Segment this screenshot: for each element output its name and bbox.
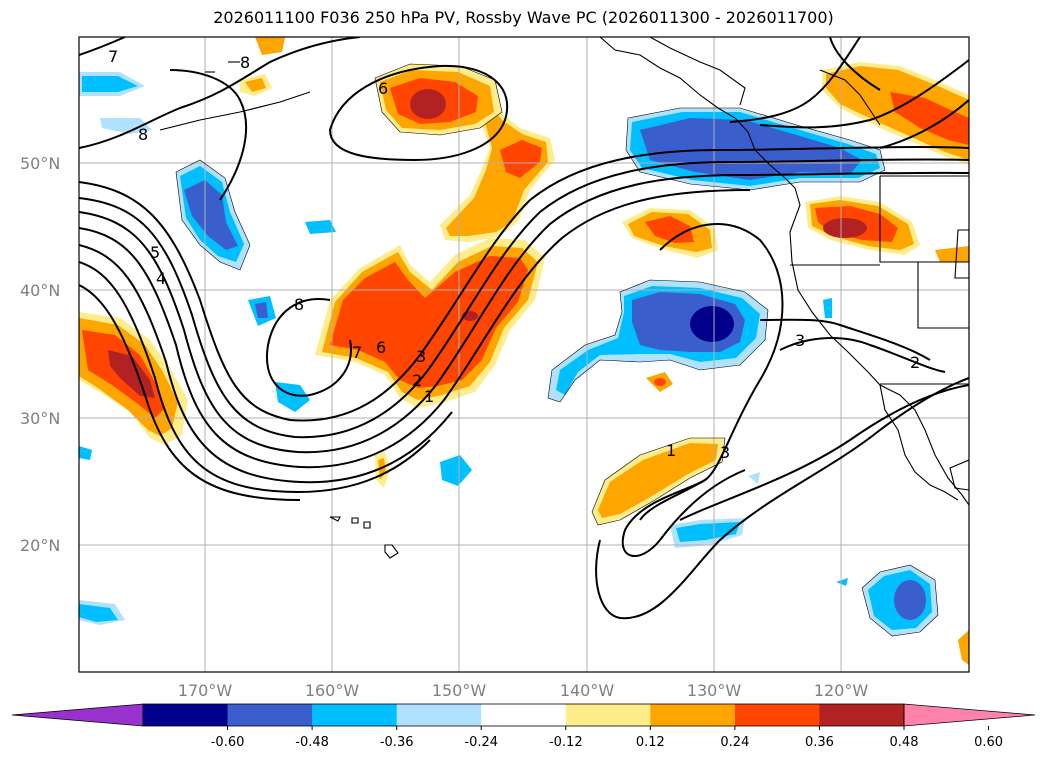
contour-label: 6: [376, 338, 386, 357]
colorbar-segment: [734, 704, 820, 726]
colorbar-tick-label: 0.60: [974, 735, 1003, 750]
colorbar-segment: [650, 704, 736, 726]
colorbar-segment: [396, 704, 482, 726]
lon-label: 150°W: [432, 681, 487, 700]
colorbar-segment: [481, 704, 567, 726]
lon-label: 140°W: [560, 681, 615, 700]
contour-label: 7: [108, 47, 118, 66]
contour-label: 3: [416, 347, 426, 366]
contour-label: 6: [378, 79, 388, 98]
contour-label: 8: [294, 295, 304, 314]
lon-label: 160°W: [305, 681, 360, 700]
lat-label: 50°N: [20, 154, 60, 173]
contour-label: 4: [156, 269, 166, 288]
colorbar-tick-label: 0.12: [636, 735, 665, 750]
colorbar-segment: [312, 704, 398, 726]
colorbar-outline: [142, 703, 905, 727]
latitude-labels: 50°N 40°N 30°N 20°N: [20, 154, 60, 555]
contour-label: 1: [424, 387, 434, 406]
coastlines: [159, 37, 969, 559]
contour-label: 3: [795, 331, 805, 350]
colorbar-tick-label: -0.12: [549, 735, 583, 750]
contour-label: 8: [240, 53, 250, 72]
colorbar-segment: [819, 704, 905, 726]
map-frame: [78, 36, 970, 673]
contour-label: 7: [352, 343, 362, 362]
anomaly-outlines: [175, 63, 939, 637]
contour-label: 2: [412, 371, 422, 390]
contour-label: 3: [720, 443, 730, 462]
colorbar-segment: [565, 704, 651, 726]
lon-label: 170°W: [178, 681, 233, 700]
gridlines: [79, 37, 969, 672]
contour-label: 2: [910, 353, 920, 372]
contour-labels: 7 8 5 4 8 6 7 6 3 2 1 8 1 3 3 2: [108, 47, 920, 462]
contour-label: 8: [138, 125, 148, 144]
longitude-labels: 170°W 160°W 150°W 140°W 130°W 120°W: [178, 681, 869, 700]
colorbar-tick-label: -0.60: [211, 735, 245, 750]
colorbar-segment: [143, 704, 229, 726]
colorbar-tick-label: 0.48: [890, 735, 919, 750]
lat-label: 20°N: [20, 536, 60, 555]
lon-label: 130°W: [687, 681, 742, 700]
chart-title: 2026011100 F036 250 hPa PV, Rossby Wave …: [213, 8, 834, 27]
lat-label: 40°N: [20, 281, 60, 300]
contour-label: 1: [666, 441, 676, 460]
map-plot-area: 7 8 5 4 8 6 7 6 3 2 1 8 1 3 3 2: [79, 37, 969, 672]
contours: [79, 37, 969, 620]
contour-label: 5: [150, 243, 160, 262]
colorbar-tick-label: 0.36: [805, 735, 834, 750]
lon-label: 120°W: [814, 681, 869, 700]
colorbar-tick-label: -0.48: [295, 735, 329, 750]
colorbar-tick-label: -0.24: [464, 735, 498, 750]
colorbar-extend-high: [903, 703, 1036, 727]
colorbar-tick-label: 0.24: [720, 735, 749, 750]
colorbar-tick-label: -0.36: [380, 735, 414, 750]
lat-label: 30°N: [20, 409, 60, 428]
colorbar: -0.60 -0.48 -0.36 -0.24 -0.12 0.12 0.24 0.36 0.4…: [11, 703, 1036, 750]
colorbar-segment: [227, 704, 313, 726]
colorbar-extend-low: [11, 703, 144, 727]
